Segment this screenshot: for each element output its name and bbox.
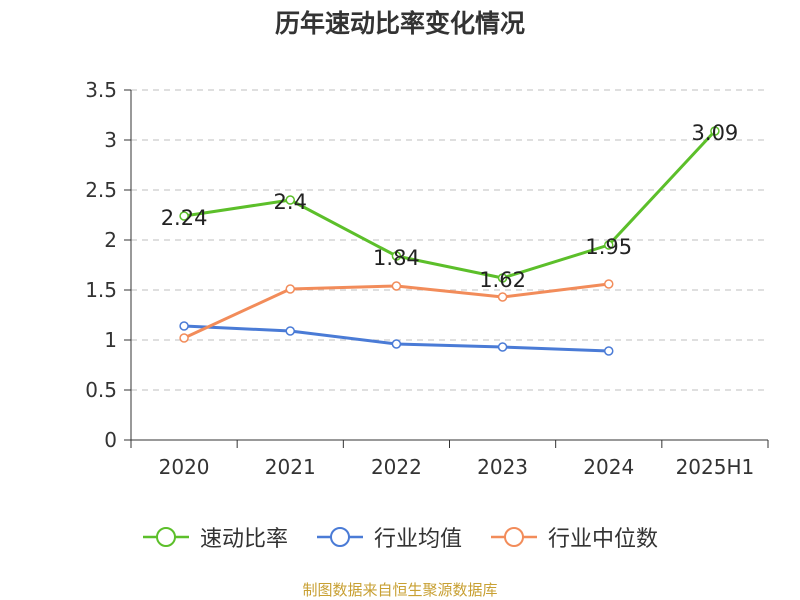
legend: 速动比率 行业均值 行业中位数 <box>0 520 800 554</box>
data-point <box>179 333 189 343</box>
y-tick-label: 3 <box>104 128 117 152</box>
data-label: 2.24 <box>161 206 208 230</box>
data-label: 1.62 <box>479 268 526 292</box>
y-tick-label: 1.5 <box>85 278 117 302</box>
x-tick-label: 2021 <box>265 455 316 479</box>
y-tick-label: 0.5 <box>85 378 117 402</box>
data-label: 1.84 <box>373 246 420 270</box>
data-point <box>604 346 614 356</box>
data-point <box>710 126 720 136</box>
legend-item[interactable]: 行业中位数 <box>490 521 658 553</box>
legend-label: 行业中位数 <box>548 527 659 552</box>
data-point <box>604 240 614 250</box>
x-tick-label: 2024 <box>583 455 634 479</box>
x-tick-label: 2020 <box>159 455 210 479</box>
x-tick-label: 2025H1 <box>676 455 755 479</box>
axes: 0 0.5 1 1.5 2 2.5 3 3.5 2020 2021 2022 2023 2024 2025… <box>85 78 769 479</box>
y-tick-label: 2 <box>104 228 117 252</box>
legend-swatch-icon <box>316 527 363 547</box>
data-label: 1.95 <box>585 235 632 259</box>
source-note: 制图数据来自恒生聚源数据库 <box>302 581 498 599</box>
data-point <box>604 279 614 289</box>
data-label: 3.09 <box>692 121 739 145</box>
data-point <box>497 342 508 352</box>
data-point <box>179 321 189 331</box>
legend-swatch-icon <box>491 527 537 547</box>
legend-item[interactable]: 速动比率 <box>142 521 288 553</box>
x-tick-label: 2022 <box>371 455 422 479</box>
data-point <box>391 251 402 261</box>
y-tick-label: 3.5 <box>85 78 117 102</box>
y-tick-label: 0 <box>104 428 117 452</box>
series-line <box>183 129 717 280</box>
data-labels: 2.24 2.4 1.84 1.62 1.95 3.09 <box>161 121 739 292</box>
series-lines <box>179 126 720 356</box>
legend-label: 速动比率 <box>199 527 288 552</box>
data-point <box>391 281 402 291</box>
chart-title: 历年速动比率变化情况 <box>274 9 525 38</box>
data-label: 2.4 <box>274 190 307 214</box>
legend-swatch-icon <box>142 527 189 547</box>
legend-item[interactable]: 行业均值 <box>316 521 462 553</box>
data-point <box>285 195 295 205</box>
data-point <box>285 284 295 294</box>
legend-label: 行业均值 <box>373 527 462 552</box>
legend-swatch-marker <box>155 527 176 547</box>
x-tick-label: 2023 <box>477 455 528 479</box>
y-tick-label: 1 <box>104 328 117 352</box>
data-point <box>391 339 402 349</box>
legend-swatch-marker <box>329 527 350 547</box>
data-point <box>497 273 508 283</box>
data-point <box>497 292 508 302</box>
legend-swatch-marker <box>504 527 524 547</box>
y-tick-label: 2.5 <box>85 178 117 202</box>
data-point <box>285 326 295 336</box>
data-point <box>179 211 189 221</box>
